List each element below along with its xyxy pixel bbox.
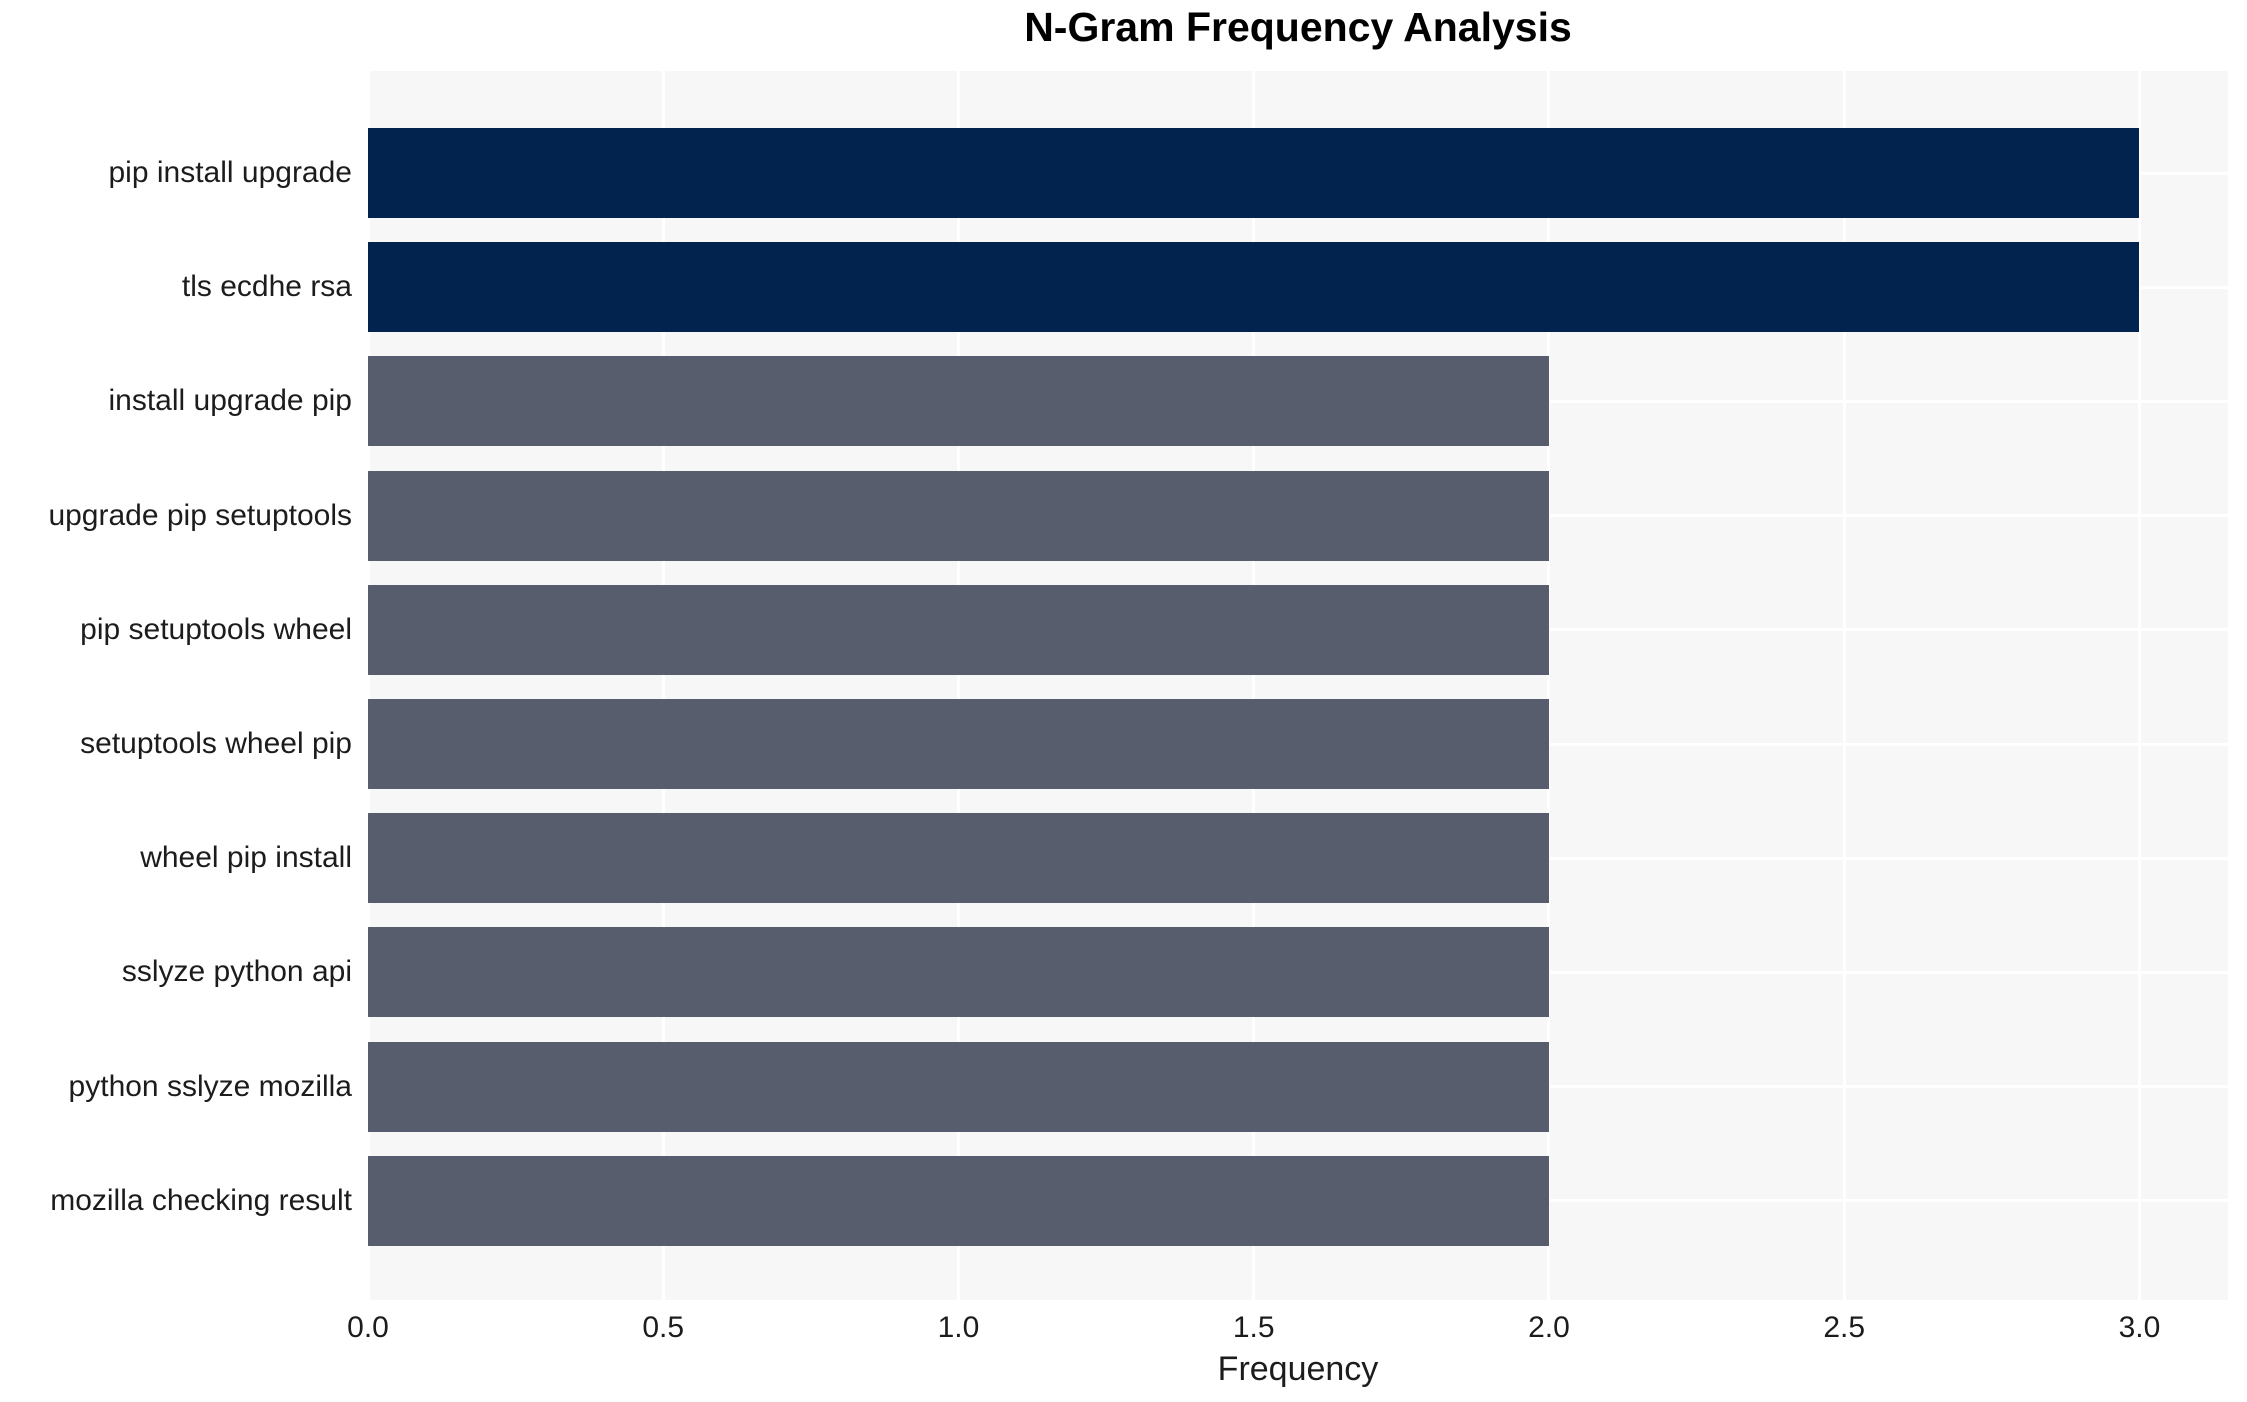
x-gridline [1547, 71, 1551, 1300]
y-tick-label: python sslyze mozilla [68, 1069, 352, 1103]
x-tick-label: 1.0 [937, 1311, 980, 1344]
x-tick-label: 3.0 [2118, 1311, 2161, 1344]
y-tick-label: upgrade pip setuptools [48, 498, 352, 532]
x-axis-label: Frequency [1217, 1350, 1379, 1388]
y-tick-label: tls ecdhe rsa [181, 270, 352, 304]
x-gridline [1252, 71, 1256, 1300]
x-tick-label: 0.0 [347, 1311, 389, 1344]
x-gridline [366, 71, 370, 1300]
x-tick-label: 2.0 [1528, 1311, 1570, 1344]
x-gridline [956, 71, 960, 1300]
y-tick-label: install upgrade pip [108, 384, 352, 418]
x-gridline [1842, 71, 1846, 1300]
x-tick-label: 0.5 [642, 1311, 685, 1344]
bar [368, 242, 2140, 333]
bar [368, 584, 1549, 675]
bar [368, 813, 1549, 904]
y-tick-label: wheel pip install [140, 841, 352, 875]
x-tick-label: 1.5 [1232, 1311, 1275, 1344]
x-tick-label: 2.5 [1823, 1311, 1866, 1344]
bar [368, 1041, 1549, 1132]
bar [368, 356, 1549, 447]
x-gridline [661, 71, 665, 1300]
bar [368, 128, 2140, 218]
bar [368, 470, 1549, 561]
plot-area [366, 71, 2228, 1300]
bar [368, 699, 1549, 789]
bar [368, 1155, 1549, 1246]
y-tick-label: sslyze python api [121, 955, 352, 989]
y-tick-label: setuptools wheel pip [80, 727, 352, 760]
x-gridline [2137, 71, 2141, 1300]
chart-title: N-Gram Frequency Analysis [1024, 4, 1572, 50]
bar [368, 927, 1549, 1018]
y-tick-label: pip install upgrade [108, 156, 352, 189]
y-tick-label: mozilla checking result [50, 1183, 352, 1217]
y-tick-label: pip setuptools wheel [80, 612, 352, 646]
